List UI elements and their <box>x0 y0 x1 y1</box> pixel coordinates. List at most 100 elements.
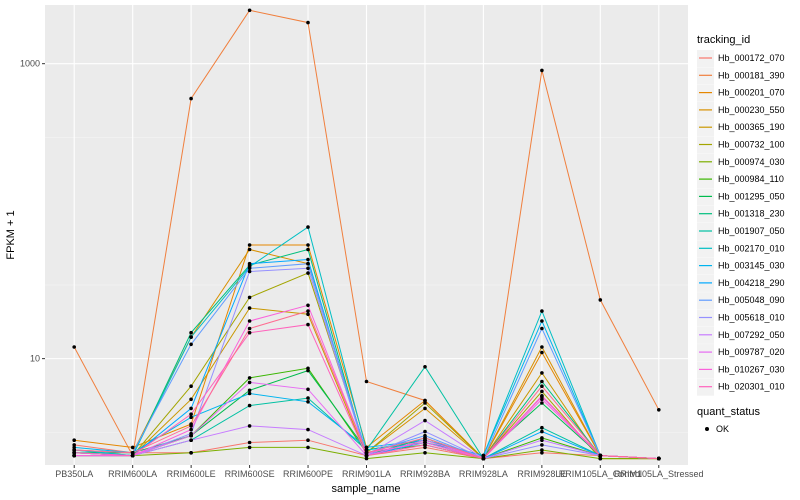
x-axis-ticks: PB350LA RRIM600LA RRIM600LE RRIM600SE RRIM60… <box>55 465 704 479</box>
data-point <box>657 408 661 412</box>
legend-label: Hb_000201_070 <box>718 88 785 98</box>
x-axis-title: sample_name <box>331 483 400 495</box>
data-point <box>306 303 310 308</box>
legend-items: Hb_000172_070 Hb_000181_390 Hb_000201_070 H… <box>697 50 785 396</box>
data-point <box>364 445 369 450</box>
legend-label: Hb_001318_230 <box>718 209 785 219</box>
data-point <box>306 400 310 404</box>
x-tick-label: RRIM600LE <box>167 469 216 479</box>
data-point <box>247 330 252 335</box>
x-tick-label: RRIM600PE <box>283 469 333 479</box>
data-point <box>247 440 252 445</box>
data-point <box>540 451 544 455</box>
legend-label: Hb_020301_010 <box>718 382 785 392</box>
data-point <box>598 456 603 461</box>
x-tick-label: RRIM928BA <box>400 469 450 479</box>
data-point <box>306 387 310 392</box>
data-point <box>306 261 310 266</box>
legend-status-title: quant_status <box>697 406 760 418</box>
data-point <box>306 309 310 313</box>
legend-label: Hb_005618_010 <box>718 313 785 323</box>
y-axis-title: FPKM + 1 <box>5 210 17 259</box>
data-point <box>306 322 310 327</box>
data-point <box>540 68 544 73</box>
data-point <box>598 453 603 458</box>
data-point <box>423 443 427 447</box>
data-point <box>423 365 427 369</box>
data-point <box>540 429 544 434</box>
legend-label: Hb_000984_110 <box>718 174 784 184</box>
data-point <box>306 257 310 262</box>
data-point <box>306 312 310 317</box>
data-point <box>72 453 76 458</box>
legend-title: tracking_id <box>697 34 750 46</box>
data-point <box>72 445 76 450</box>
data-point <box>306 20 310 25</box>
legend-label: Hb_001907_050 <box>718 226 785 236</box>
data-point <box>598 298 603 302</box>
x-tick-label: RRIM600SE <box>225 469 275 479</box>
data-point <box>247 388 252 393</box>
data-point <box>130 445 135 450</box>
legend: tracking_id Hb_000172_070Hb_000181_390Hb… <box>697 34 785 434</box>
data-point <box>247 247 252 252</box>
legend-label: Hb_007292_050 <box>718 330 785 340</box>
data-point <box>540 384 544 389</box>
legend-label: Hb_000181_390 <box>718 70 785 80</box>
data-point <box>364 448 369 452</box>
data-point <box>247 380 252 385</box>
data-point <box>247 424 252 428</box>
legend-label: Hb_005048_090 <box>718 295 785 305</box>
data-point <box>189 96 193 101</box>
data-point <box>423 418 427 423</box>
data-point <box>247 391 252 396</box>
data-point <box>247 243 252 247</box>
legend-label: Hb_000230_550 <box>718 105 785 115</box>
data-point <box>189 427 193 432</box>
data-point <box>540 371 544 375</box>
legend-label: Hb_002170_010 <box>718 243 785 253</box>
x-tick-label: RRIM928LA <box>459 469 508 479</box>
data-point <box>189 433 193 438</box>
grid-lines <box>45 5 688 465</box>
y-tick-label: 10 <box>30 354 40 364</box>
data-point <box>540 397 544 402</box>
data-point <box>189 451 193 455</box>
x-tick-label: PB350LA <box>55 469 93 479</box>
data-point <box>189 415 193 420</box>
legend-label: Hb_009787_020 <box>718 347 785 357</box>
data-point <box>72 443 76 447</box>
data-point <box>189 397 193 402</box>
data-point <box>423 401 427 405</box>
data-point <box>247 445 252 450</box>
plot-panel <box>45 5 688 465</box>
data-point <box>364 456 369 461</box>
data-point <box>72 345 76 349</box>
data-point <box>72 448 76 452</box>
data-point <box>189 342 193 347</box>
data-point <box>189 335 193 339</box>
data-point <box>540 319 544 323</box>
data-point <box>306 445 310 450</box>
data-point <box>189 412 193 417</box>
legend-label: Hb_004218_290 <box>718 278 785 288</box>
data-point <box>306 225 310 229</box>
data-point <box>481 456 486 461</box>
data-point <box>540 326 544 331</box>
data-point <box>364 451 369 455</box>
data-point <box>72 451 76 455</box>
x-tick-label: RRIM928LE <box>517 469 566 479</box>
data-point <box>247 403 252 408</box>
legend-label: Hb_000732_100 <box>718 140 785 150</box>
data-point <box>306 368 310 373</box>
y-axis-ticks: 10 1000 <box>20 59 45 364</box>
x-tick-label: RRIM901LA <box>342 469 391 479</box>
data-point <box>247 261 252 266</box>
data-point <box>189 438 193 443</box>
data-point <box>189 384 193 389</box>
data-point <box>540 438 544 443</box>
x-tick-label: RRIM600LA <box>108 469 157 479</box>
y-tick-label: 1000 <box>20 59 40 69</box>
data-point <box>247 266 252 271</box>
data-point <box>130 451 135 455</box>
